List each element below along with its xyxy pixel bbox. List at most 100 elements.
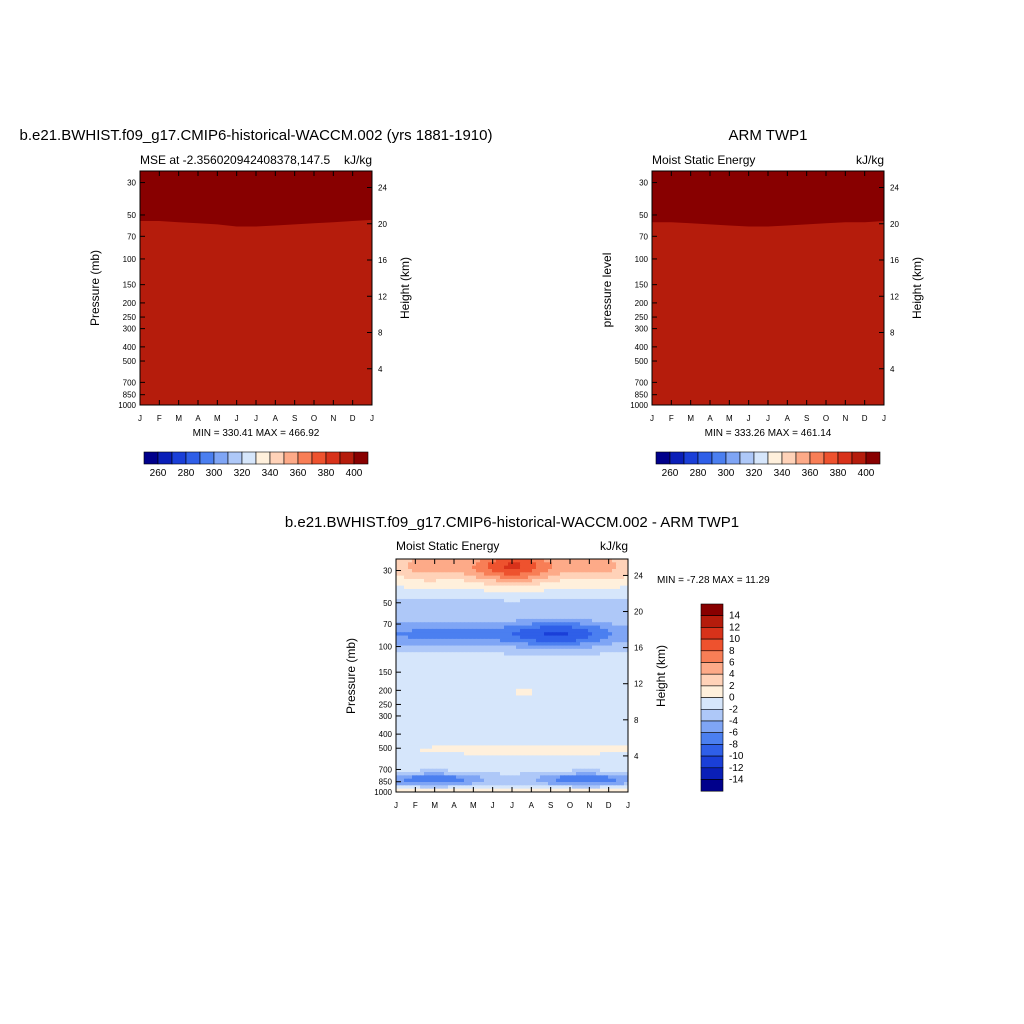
- diff-cell: [496, 638, 501, 643]
- diff-htick-label: 16: [634, 644, 643, 653]
- diff-cell: [596, 632, 601, 637]
- diff-cell: [516, 775, 521, 780]
- diff-cell: [456, 775, 461, 780]
- diff-cell: [604, 632, 609, 637]
- diff-cell: [496, 635, 501, 640]
- diff-cell: [548, 648, 553, 653]
- diff-cell: [580, 648, 585, 653]
- diff-cell: [504, 708, 509, 713]
- diff-cell: [408, 645, 413, 650]
- diff-cell: [588, 705, 593, 710]
- model-cbar-cell: [171, 451, 187, 465]
- diff-cell: [512, 772, 517, 776]
- diff-cell: [404, 608, 409, 613]
- diff-cell: [576, 559, 581, 563]
- diff-cell: [584, 735, 589, 740]
- diff-cell: [448, 602, 453, 607]
- diff-cell: [556, 605, 561, 610]
- diff-cell: [524, 692, 529, 697]
- diff-cbar-label: -14: [729, 775, 744, 786]
- diff-cell: [612, 642, 617, 647]
- diff-cell: [556, 718, 561, 723]
- diff-cell: [588, 598, 593, 603]
- diff-cell: [544, 628, 549, 633]
- diff-cell: [500, 788, 505, 792]
- diff-cell: [544, 632, 549, 637]
- diff-cell: [420, 575, 425, 580]
- diff-cbar-label: 6: [729, 658, 735, 669]
- diff-cell: [496, 715, 501, 720]
- diff-cell: [468, 605, 473, 610]
- diff-cell: [528, 652, 533, 657]
- diff-cell: [448, 665, 453, 670]
- diff-cell: [524, 678, 529, 683]
- diff-cell: [488, 742, 493, 746]
- diff-cell: [468, 638, 473, 643]
- diff-cell: [408, 582, 413, 587]
- diff-cell: [616, 742, 621, 746]
- diff-cell: [520, 618, 525, 623]
- diff-cell: [516, 708, 521, 713]
- diff-cell: [528, 705, 533, 710]
- diff-cell: [612, 608, 617, 613]
- diff-cell: [456, 582, 461, 587]
- diff-cell: [500, 602, 505, 607]
- diff-cell: [488, 605, 493, 610]
- diff-cell: [608, 765, 613, 770]
- diff-cbar-cell: [700, 603, 724, 616]
- diff-cell: [472, 608, 477, 613]
- diff-cell: [512, 632, 517, 637]
- diff-cell: [448, 785, 453, 790]
- diff-cell: [476, 578, 481, 583]
- diff-cell: [612, 692, 617, 697]
- diff-cell: [600, 625, 605, 630]
- diff-cell: [596, 668, 601, 673]
- diff-cell: [620, 615, 625, 620]
- diff-cell: [532, 715, 537, 720]
- diff-cell: [504, 662, 509, 667]
- diff-cell: [396, 735, 401, 740]
- diff-cell: [560, 588, 565, 593]
- diff-cell: [520, 608, 525, 613]
- diff-cell: [620, 652, 625, 657]
- diff-cell: [572, 572, 577, 577]
- diff-cell: [500, 578, 505, 583]
- diff-cell: [436, 612, 441, 617]
- diff-cell: [448, 712, 453, 717]
- diff-cell: [616, 655, 621, 660]
- diff-cell: [416, 668, 421, 673]
- diff-cell: [608, 562, 613, 567]
- diff-cell: [424, 762, 429, 766]
- model-cbar-label: 340: [262, 468, 279, 479]
- diff-cell: [620, 718, 625, 723]
- diff-cell: [592, 578, 597, 583]
- diff-cell: [468, 778, 473, 783]
- diff-cbar-cell: [700, 638, 724, 652]
- diff-cell: [564, 782, 569, 786]
- diff-cell: [460, 632, 465, 637]
- diff-cell: [468, 652, 473, 657]
- diff-cell: [440, 608, 445, 613]
- diff-cell: [560, 678, 565, 683]
- diff-cell: [620, 782, 625, 786]
- diff-cell: [604, 725, 609, 730]
- diff-cell: [624, 685, 628, 690]
- diff-cell: [464, 788, 469, 792]
- diff-cell: [400, 658, 405, 663]
- diff-cell: [620, 592, 625, 597]
- diff-ylabel: Pressure (mb): [344, 638, 358, 714]
- diff-cell: [512, 665, 517, 670]
- diff-cell: [500, 668, 505, 673]
- diff-cell: [528, 745, 533, 750]
- diff-cell: [436, 648, 441, 653]
- diff-cell: [512, 692, 517, 697]
- diff-cell: [584, 698, 589, 703]
- diff-cell: [584, 782, 589, 786]
- diff-cell: [436, 685, 441, 690]
- diff-cell: [544, 565, 549, 570]
- diff-cell: [520, 665, 525, 670]
- diff-cell: [468, 565, 473, 570]
- diff-cell: [484, 582, 489, 587]
- diff-cell: [548, 732, 553, 737]
- diff-cell: [508, 585, 513, 590]
